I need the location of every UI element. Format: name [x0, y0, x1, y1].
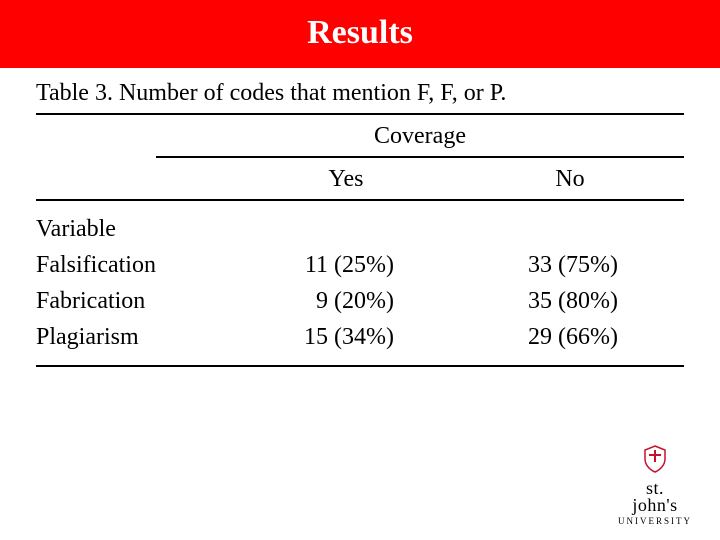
content-area: Table 3. Number of codes that mention F,…: [0, 68, 720, 367]
no-count: 35: [518, 283, 552, 319]
table-row: Fabrication 9 (20%) 35 (80%): [36, 283, 684, 319]
cell-no: 35 (80%): [456, 283, 684, 319]
no-pct: (75%): [552, 247, 622, 283]
cell-yes: 15 (34%): [236, 319, 456, 355]
yes-count: 15: [294, 319, 328, 355]
col-yes: Yes: [236, 166, 456, 193]
page-title: Results: [0, 14, 720, 52]
yes-pct: (20%): [328, 283, 398, 319]
cell-no: 29 (66%): [456, 319, 684, 355]
yes-count: 11: [294, 247, 328, 283]
title-banner: Results: [0, 0, 720, 68]
university-logo: st. john's UNIVERSITY: [618, 445, 692, 526]
yes-count: 9: [294, 283, 328, 319]
cell-yes: 11 (25%): [236, 247, 456, 283]
rule-bottom: [36, 365, 684, 367]
row-label: Falsification: [36, 247, 236, 283]
table-row: Falsification 11 (25%) 33 (75%): [36, 247, 684, 283]
variable-header-row: Variable: [36, 211, 684, 247]
variable-header: Variable: [36, 211, 236, 247]
yes-pct: (34%): [328, 319, 398, 355]
table-caption: Table 3. Number of codes that mention F,…: [36, 80, 684, 107]
empty: [456, 211, 684, 247]
empty: [236, 211, 456, 247]
col-no: No: [456, 166, 684, 193]
row-label: Plagiarism: [36, 319, 236, 355]
coverage-header: Coverage: [156, 115, 684, 156]
logo-line2: john's: [618, 497, 692, 514]
no-pct: (80%): [552, 283, 622, 319]
logo-sub: UNIVERSITY: [618, 516, 692, 526]
column-headers: Yes No: [36, 158, 684, 199]
cell-yes: 9 (20%): [236, 283, 456, 319]
no-count: 33: [518, 247, 552, 283]
table-row: Plagiarism 15 (34%) 29 (66%): [36, 319, 684, 355]
yes-pct: (25%): [328, 247, 398, 283]
no-count: 29: [518, 319, 552, 355]
shield-icon: [643, 445, 667, 473]
cell-no: 33 (75%): [456, 247, 684, 283]
spacer: [36, 166, 236, 193]
no-pct: (66%): [552, 319, 622, 355]
row-label: Fabrication: [36, 283, 236, 319]
table-body: Variable Falsification 11 (25%) 33 (75%)…: [36, 201, 684, 355]
